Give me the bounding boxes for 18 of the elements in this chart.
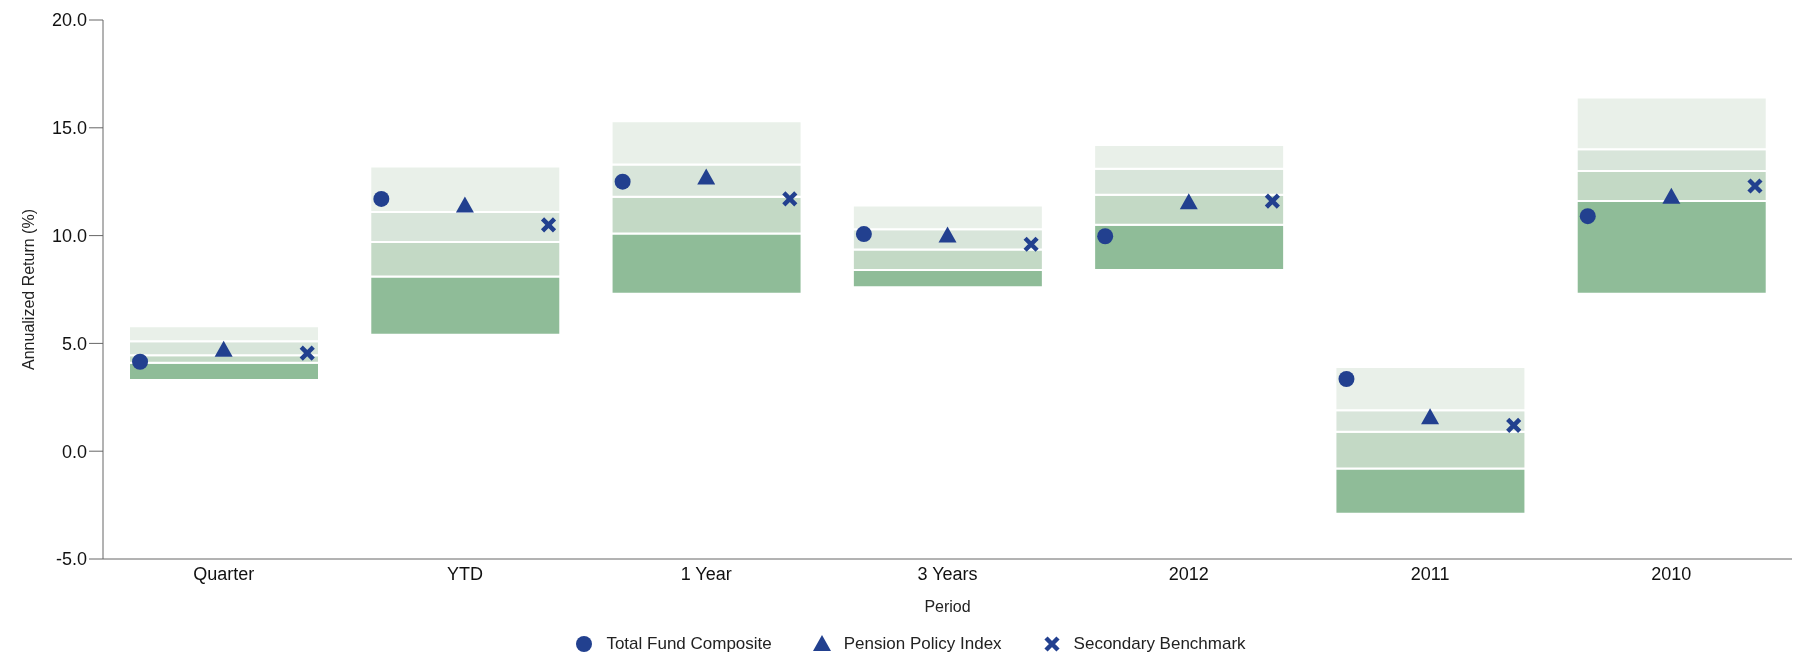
legend-label: Pension Policy Index <box>843 634 1002 654</box>
x-tick-label: 3 Years <box>917 563 978 584</box>
x-axis-title: Period <box>924 598 971 615</box>
y-tick-label: 5.0 <box>61 333 87 354</box>
x-tick-label: 2012 <box>1168 563 1209 584</box>
y-tick-label: -5.0 <box>55 549 87 570</box>
y-tick-label: 0.0 <box>61 441 87 462</box>
x-tick-label: 2011 <box>1410 563 1450 584</box>
x-tick-label: YTD <box>446 563 483 584</box>
x-tick-label: Quarter <box>193 563 255 584</box>
x-tick-label: 1 Year <box>680 563 732 584</box>
legend-label: Total Fund Composite <box>606 634 772 654</box>
y-tick-label: 15.0 <box>51 118 87 139</box>
y-axis-title: Annualized Return (%) <box>19 209 37 370</box>
x-tick-label: 2010 <box>1651 563 1692 584</box>
y-tick-label: 20.0 <box>51 10 87 31</box>
legend-label: Secondary Benchmark <box>1073 634 1246 654</box>
y-tick-label: 10.0 <box>51 225 87 246</box>
